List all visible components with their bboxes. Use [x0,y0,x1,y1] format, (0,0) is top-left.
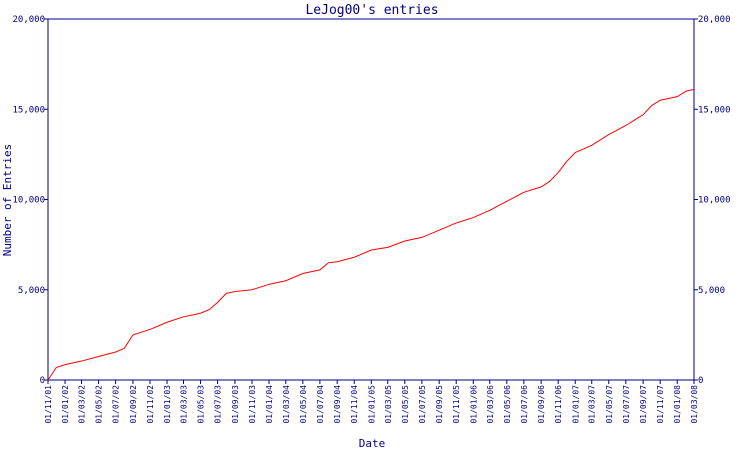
x-tick-label: 01/03/08 [690,385,699,424]
x-tick-label: 01/11/05 [452,385,461,424]
x-tick-label: 01/03/02 [78,385,87,424]
x-tick-label: 01/07/05 [418,385,427,424]
x-tick-label: 01/05/06 [503,385,512,424]
x-tick-label: 01/01/05 [367,385,376,424]
plot-frame [48,19,694,380]
x-tick-label: 01/01/02 [61,385,70,424]
y-tick-label-right: 5,000 [698,286,725,296]
y-axis-title: Number of Entries [1,144,14,257]
x-tick-label: 01/07/02 [112,385,121,424]
chart-title: LeJog00's entries [305,3,438,18]
x-tick-label: 01/11/04 [350,385,359,424]
y-tick-label-left: 0 [40,376,45,386]
x-tick-label: 01/07/06 [520,385,529,424]
x-tick-label: 01/05/03 [197,385,206,424]
x-tick-label: 01/03/07 [588,385,597,424]
x-axis-title: Date [359,437,386,450]
x-tick-label: 01/07/03 [214,385,223,424]
x-tick-label: 01/11/03 [248,385,257,424]
x-tick-label: 01/11/02 [146,385,155,424]
x-tick-label: 01/01/07 [571,385,580,424]
series-layer [47,88,695,381]
x-tick-label: 01/09/05 [435,385,444,424]
y-tick-label-right: 20,000 [698,15,731,25]
y-tick-label-right: 0 [698,376,703,386]
x-tick-label: 01/09/04 [333,385,342,424]
x-tick-label: 01/05/05 [401,385,410,424]
x-tick-label: 01/09/06 [537,385,546,424]
x-tick-label: 01/05/02 [95,385,104,424]
entries-series-line [47,88,695,381]
x-tick-label: 01/07/04 [316,385,325,424]
x-tick-label: 01/01/04 [265,385,274,424]
x-tick-label: 01/09/02 [129,385,138,424]
x-tick-label: 01/03/06 [486,385,495,424]
x-tick-label: 01/09/03 [231,385,240,424]
y-tick-label-left: 15,000 [12,105,45,115]
y-tick-label-left: 20,000 [12,15,45,25]
x-tick-label: 01/03/04 [282,385,291,424]
x-tick-label: 01/11/07 [656,385,665,424]
x-tick-label: 01/01/06 [469,385,478,424]
x-ticks: 01/11/01 01/01/02 01/03/02 01/05/02 01/07/02… [44,380,699,424]
x-tick-label: 01/05/04 [299,385,308,424]
x-tick-label: 01/01/08 [673,385,682,424]
x-tick-label: 01/03/03 [180,385,189,424]
y-tick-label-left: 10,000 [12,196,45,206]
x-tick-label: 01/05/07 [605,385,614,424]
y-tick-label-left: 5,000 [18,286,45,296]
x-tick-label: 01/11/06 [554,385,563,424]
y-ticks-left: 0 5,000 10,000 15,000 20,000 [12,15,48,386]
y-tick-label-right: 15,000 [698,105,731,115]
y-ticks-right: 0 5,000 10,000 15,000 20,000 [694,15,731,386]
x-tick-label: 01/11/01 [44,385,53,424]
x-tick-label: 01/07/07 [622,385,631,424]
y-tick-label-right: 10,000 [698,196,731,206]
x-tick-label: 01/09/07 [639,385,648,424]
x-tick-label: 01/03/05 [384,385,393,424]
x-tick-label: 01/01/03 [163,385,172,424]
